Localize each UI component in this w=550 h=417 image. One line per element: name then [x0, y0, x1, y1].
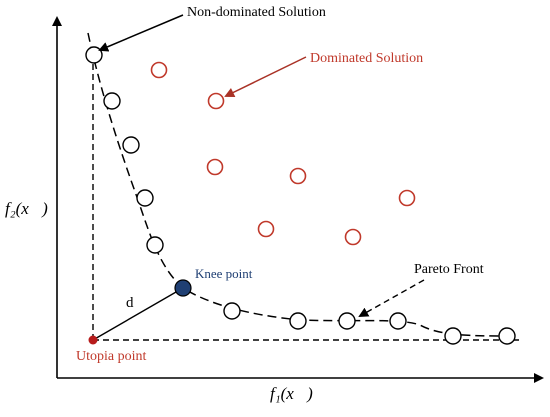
dominated-arrow: [224, 56, 307, 97]
dominated-point: [206, 158, 224, 176]
non-dominated-label: Non-dominated Solution: [187, 5, 326, 20]
pareto-front-arrow: [358, 279, 425, 317]
non-dominated-point: [289, 312, 307, 330]
utopia-point: [88, 335, 98, 345]
non-dominated-point: [338, 312, 356, 330]
distance-label: d: [126, 295, 134, 311]
dominated-point: [207, 92, 225, 110]
non-dominated-arrow: [98, 14, 184, 52]
pareto-front-label: Pareto Front: [414, 262, 484, 277]
non-dominated-point: [122, 136, 140, 154]
non-dominated-point: [223, 302, 241, 320]
non-dominated-points: [85, 46, 516, 345]
dominated-point: [398, 189, 416, 207]
dominated-points: [150, 61, 416, 246]
non-dominated-point: [498, 327, 516, 345]
distance-line: [92, 287, 184, 341]
non-dominated-point: [136, 189, 154, 207]
utopia-point-label: Utopia point: [76, 349, 146, 364]
non-dominated-point: [389, 312, 407, 330]
dominated-point: [150, 61, 168, 79]
non-dominated-point: [103, 92, 121, 110]
x-axis-label: f₁(x⃗): [270, 384, 313, 403]
non-dominated-point: [444, 327, 462, 345]
dominated-point: [257, 220, 275, 238]
y-axis-label: f₂(x⃗): [5, 199, 48, 218]
knee-point-label: Knee point: [195, 266, 253, 281]
knee-point: [174, 279, 192, 297]
dominated-label: Dominated Solution: [310, 51, 423, 66]
dominated-point: [344, 228, 362, 246]
pareto-front-curve: [87, 32, 516, 337]
non-dominated-point: [85, 46, 103, 64]
dominated-point: [289, 167, 307, 185]
non-dominated-point: [146, 236, 164, 254]
